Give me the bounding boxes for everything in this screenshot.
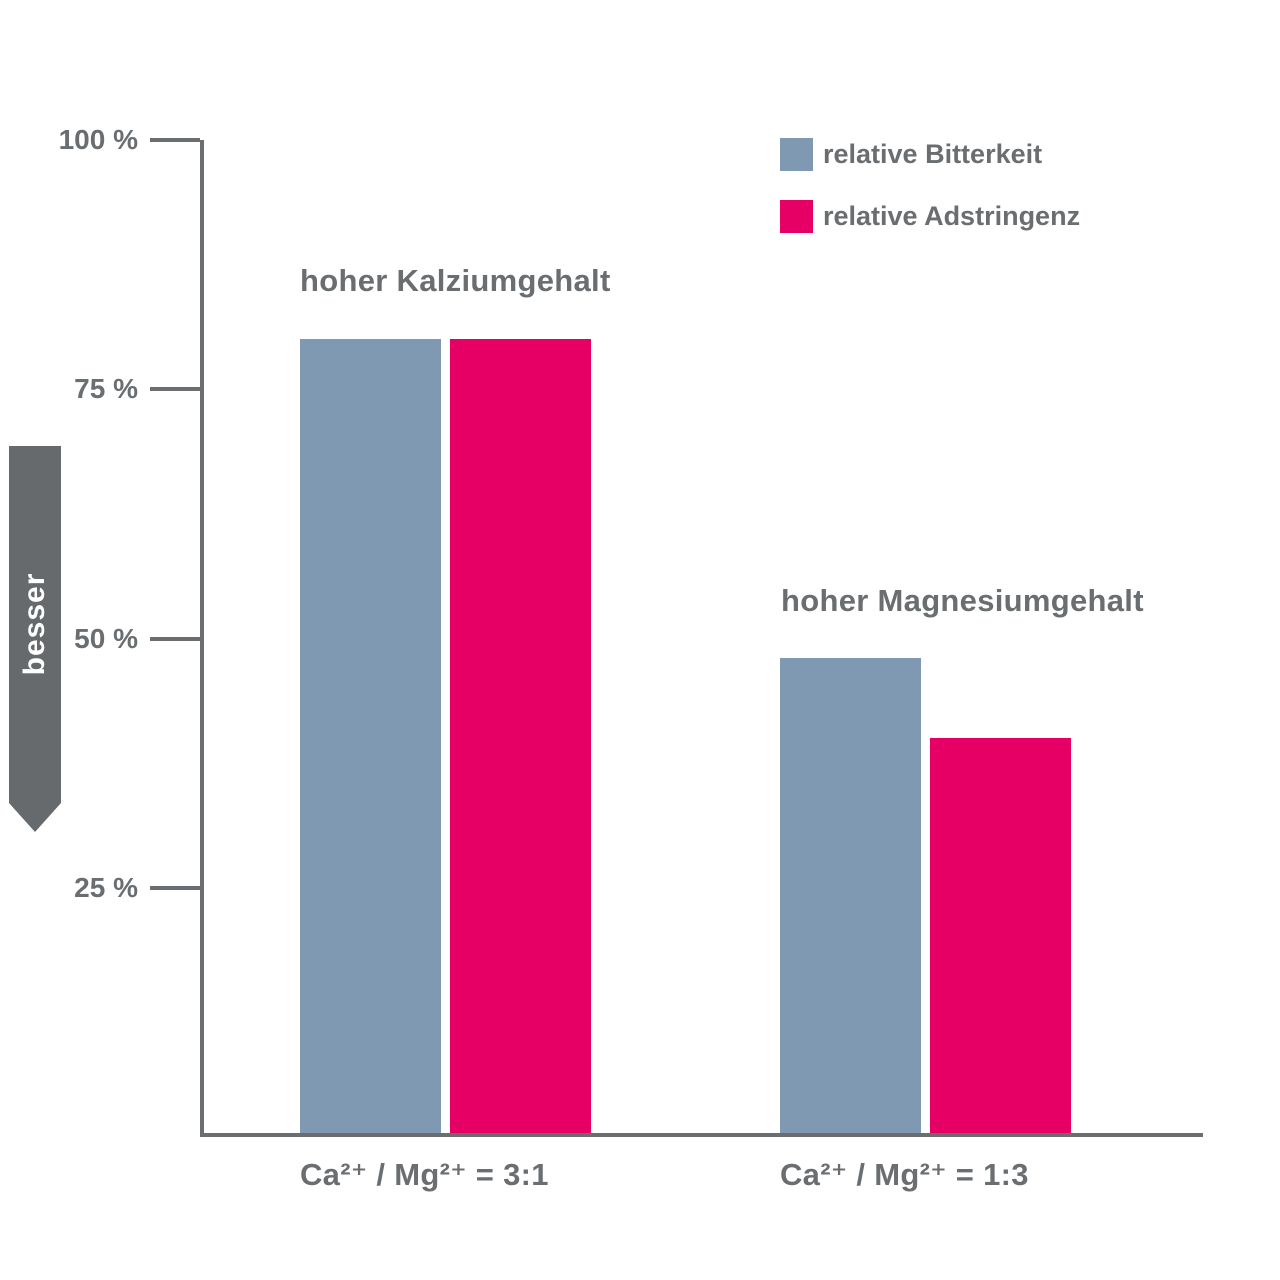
legend-swatch-bitterkeit-icon [780,138,813,171]
y-tick-label-50: 50 % [74,622,138,654]
x-category-label-1: Ca²⁺ / Mg²⁺ = 1:3 [780,1157,1029,1192]
legend-item-bitterkeit: relative Bitterkeit [780,138,1080,171]
besser-arrow-icon: besser [9,446,61,832]
group-title-magnesium: hoher Magnesiumgehalt [781,583,1144,618]
bar-relative-adstringenz-group1 [930,738,1071,1133]
legend-label-adstringenz: relative Adstringenz [823,201,1081,231]
bar-relative-adstringenz-group0 [450,339,591,1133]
legend-label-bitterkeit: relative Bitterkeit [823,139,1043,169]
legend-swatch-adstringenz-icon [780,200,813,233]
legend: relative Bitterkeit relative Adstringenz [780,138,1080,233]
y-tick-100 [150,138,200,142]
y-tick-label-100: 100 % [58,124,138,155]
bar-relative-bitterkeit-group0 [300,339,441,1133]
y-axis-line [200,140,204,1137]
y-tick-50 [150,636,200,641]
y-tick-25 [150,885,200,890]
y-tick-label-75: 75 % [74,373,138,405]
group-title-kalzium: hoher Kalziumgehalt [300,263,611,298]
y-tick-label-25: 25 % [74,871,138,903]
bar-relative-bitterkeit-group1 [780,658,921,1133]
y-tick-75 [150,387,200,392]
x-category-label-0: Ca²⁺ / Mg²⁺ = 3:1 [300,1157,549,1192]
legend-item-adstringenz: relative Adstringenz [780,200,1080,233]
plot-area: 100 % 75 % 50 % 25 % [59,124,1203,1137]
x-axis-line [200,1133,1203,1137]
